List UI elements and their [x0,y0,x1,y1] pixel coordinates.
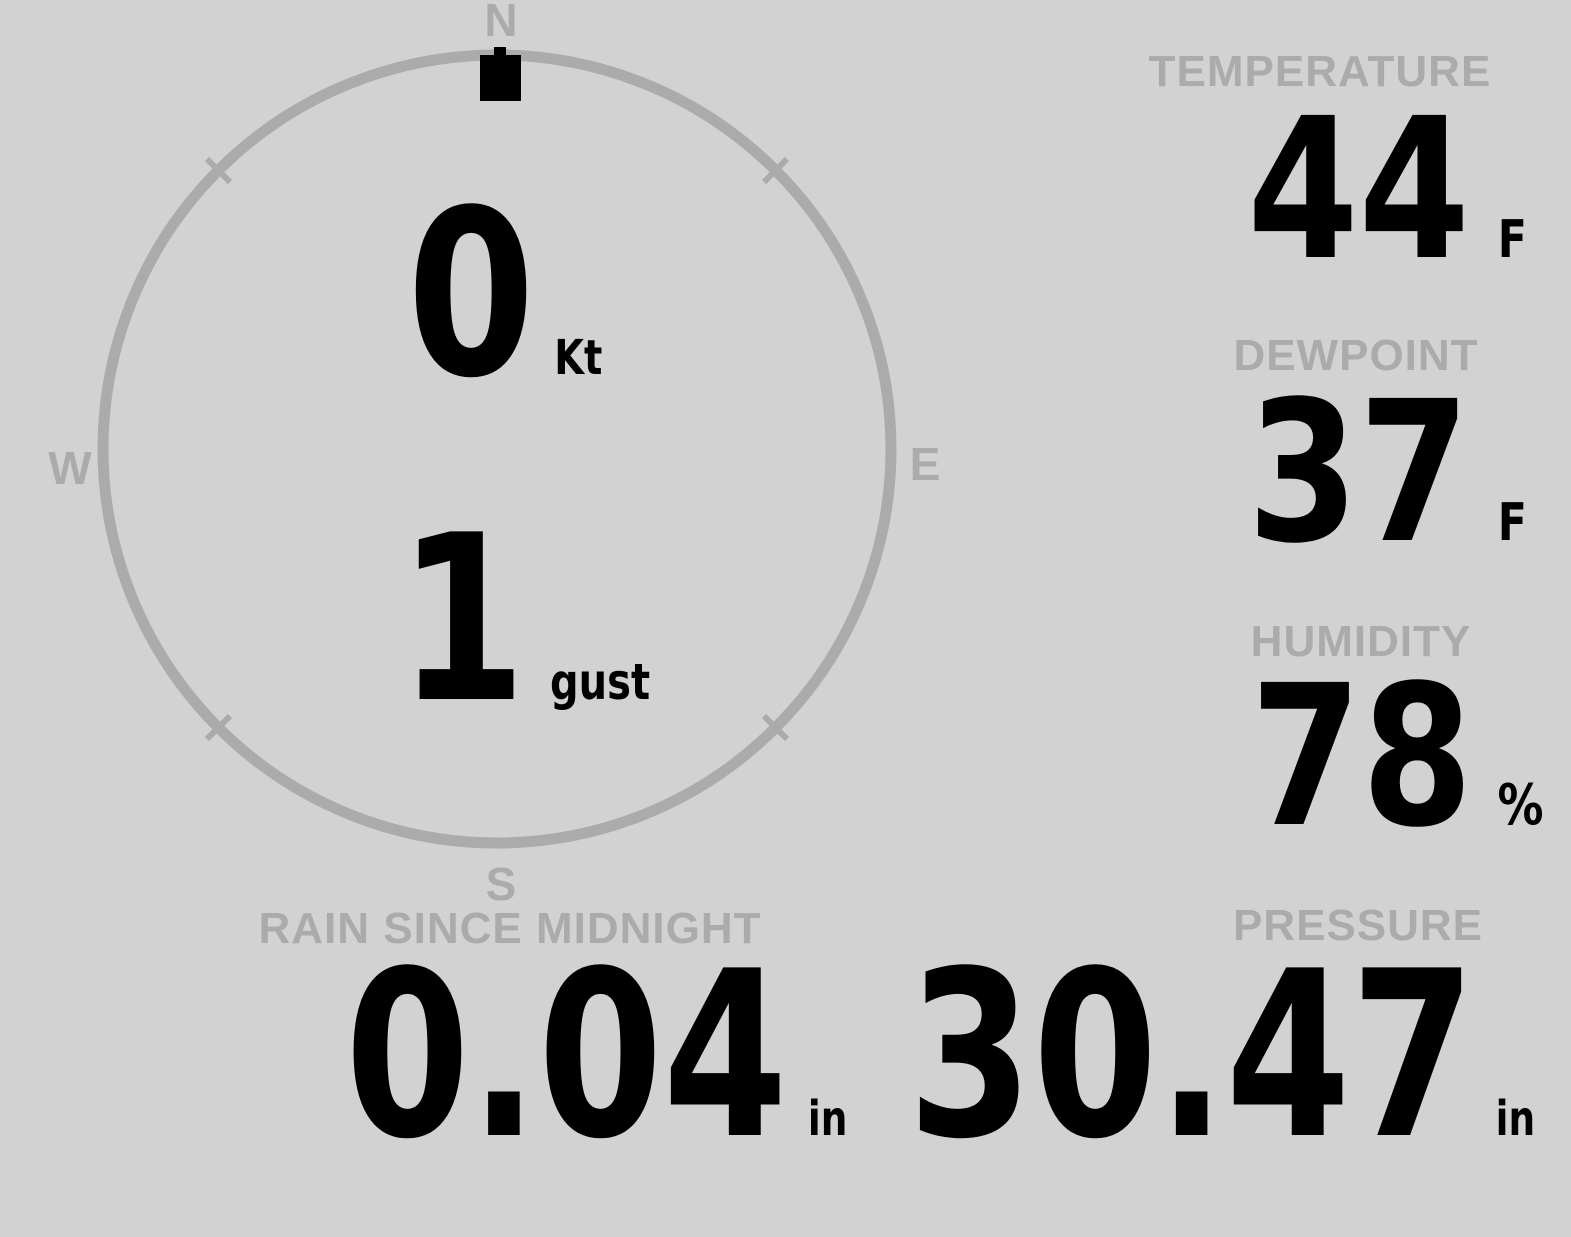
wind-gust-reading: 1 gust [398,506,650,736]
wind-speed-reading: 0 Kt [407,181,602,411]
wind-gust-unit: gust [550,653,651,711]
dewpoint-reading: 37 F [1247,375,1527,570]
cardinal-east-label: E [909,438,941,490]
wind-gust-value: 1 [398,487,527,754]
rain-since-midnight-reading: 0.04 in [345,942,847,1172]
humidity-unit: % [1496,773,1543,838]
pressure-label: PRESSURE [1232,901,1484,950]
compass-tick-sw [204,713,233,742]
humidity-value: 78 [1249,643,1473,870]
compass-dial [97,47,897,849]
temperature-value: 44 [1247,76,1470,303]
temperature-reading: 44 F [1247,92,1527,287]
pressure-value: 30.47 [907,923,1476,1190]
humidity-reading: 78% [1250,659,1543,854]
cardinal-south-label: S [485,858,517,910]
dewpoint-label: DEWPOINT [1233,331,1479,380]
wind-speed-unit: Kt [554,330,603,386]
pressure-reading: 30.47 in [908,942,1535,1172]
compass-tick-nw [204,156,233,185]
compass-tick-se [761,713,790,742]
cardinal-west-label: W [48,442,92,494]
wind-speed-value: 0 [407,162,536,429]
rain-since-midnight-unit: in [807,1091,848,1147]
dewpoint-value: 37 [1247,359,1470,586]
temperature-label: TEMPERATURE [1148,47,1492,96]
temperature-unit: F [1497,210,1527,270]
dewpoint-unit: F [1497,493,1527,553]
humidity-label: HUMIDITY [1250,617,1472,666]
cardinal-north-label: N [484,0,518,46]
compass-tick-ne [761,156,790,185]
rain-since-midnight-label: RAIN SINCE MIDNIGHT [258,904,762,953]
pressure-unit: in [1495,1091,1535,1147]
rain-since-midnight-value: 0.04 [345,923,788,1190]
wind-direction-marker-icon [480,47,521,101]
